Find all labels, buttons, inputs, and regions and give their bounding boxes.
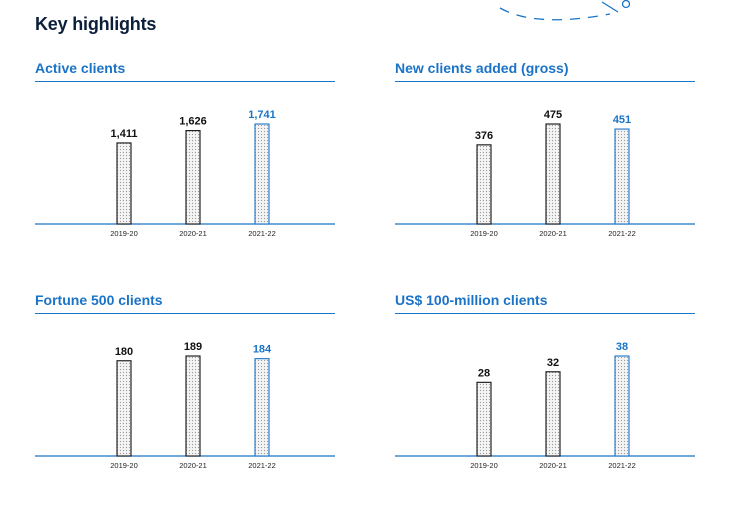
bar-2019-20 — [476, 144, 492, 225]
title-rule — [395, 81, 695, 82]
data-label: 1,411 — [111, 128, 138, 140]
bar-2021-22 — [614, 128, 630, 225]
data-label: 1,626 — [179, 116, 207, 128]
x-tick-label: 2021-22 — [608, 461, 636, 470]
chart-title: Fortune 500 clients — [35, 292, 163, 308]
data-label: 38 — [616, 341, 628, 353]
x-tick-label: 2020-21 — [539, 461, 567, 470]
bar-2021-22 — [254, 358, 270, 457]
x-tick-label: 2020-21 — [539, 229, 567, 238]
chart-panel-100m-clients: US$ 100-million clients 28 2019-20 32 2020-… — [395, 292, 695, 492]
chart-title: US$ 100-million clients — [395, 292, 548, 308]
chart-panel-new-clients: New clients added (gross) 376 2019-20 475 2… — [395, 60, 695, 260]
data-label: 189 — [184, 341, 202, 353]
x-tick-label: 2019-20 — [470, 229, 498, 238]
x-tick-label: 2019-20 — [110, 229, 138, 238]
chart-title: Active clients — [35, 60, 126, 76]
bar-2019-20 — [476, 381, 492, 457]
bar-2019-20 — [116, 360, 132, 457]
x-tick-label: 2021-22 — [248, 461, 276, 470]
bar-2021-22 — [614, 355, 630, 457]
chart-panel-fortune-500: Fortune 500 clients 180 2019-20 189 2020-21… — [35, 292, 335, 492]
bar-2020-21 — [545, 123, 561, 225]
bar-2020-21 — [185, 355, 201, 457]
x-tick-label: 2019-20 — [110, 461, 138, 470]
data-label: 1,741 — [248, 109, 276, 121]
x-tick-label: 2021-22 — [608, 229, 636, 238]
bar-chart: 1,411 2019-20 1,626 2020-21 1,741 2021-22 — [35, 109, 335, 238]
bar-chart: 376 2019-20 475 2020-21 451 2021-22 — [395, 109, 695, 238]
chart-title: New clients added (gross) — [395, 60, 569, 76]
title-rule — [35, 313, 335, 314]
bar-2020-21 — [185, 130, 201, 225]
x-tick-label: 2020-21 — [179, 461, 207, 470]
title-rule — [395, 313, 695, 314]
x-tick-label: 2019-20 — [470, 461, 498, 470]
data-label: 184 — [253, 344, 272, 356]
data-label: 451 — [613, 114, 631, 126]
decorative-dashed-arc — [499, 0, 631, 21]
data-label: 32 — [547, 357, 559, 369]
bar-2021-22 — [254, 123, 270, 225]
title-rule — [35, 81, 335, 82]
x-tick-label: 2020-21 — [179, 229, 207, 238]
data-label: 180 — [115, 346, 133, 358]
bar-2020-21 — [545, 371, 561, 457]
bar-chart: 28 2019-20 32 2020-21 38 2021-22 — [395, 341, 695, 470]
data-label: 28 — [478, 367, 490, 379]
x-tick-label: 2021-22 — [248, 229, 276, 238]
chart-panel-active-clients: Active clients 1,411 2019-20 1,626 2020-21 1… — [35, 60, 335, 260]
data-label: 376 — [475, 130, 493, 142]
page-title: Key highlights — [35, 14, 157, 34]
data-label: 475 — [544, 109, 562, 121]
bar-2019-20 — [116, 142, 132, 225]
bar-chart: 180 2019-20 189 2020-21 184 2021-22 — [35, 341, 335, 470]
